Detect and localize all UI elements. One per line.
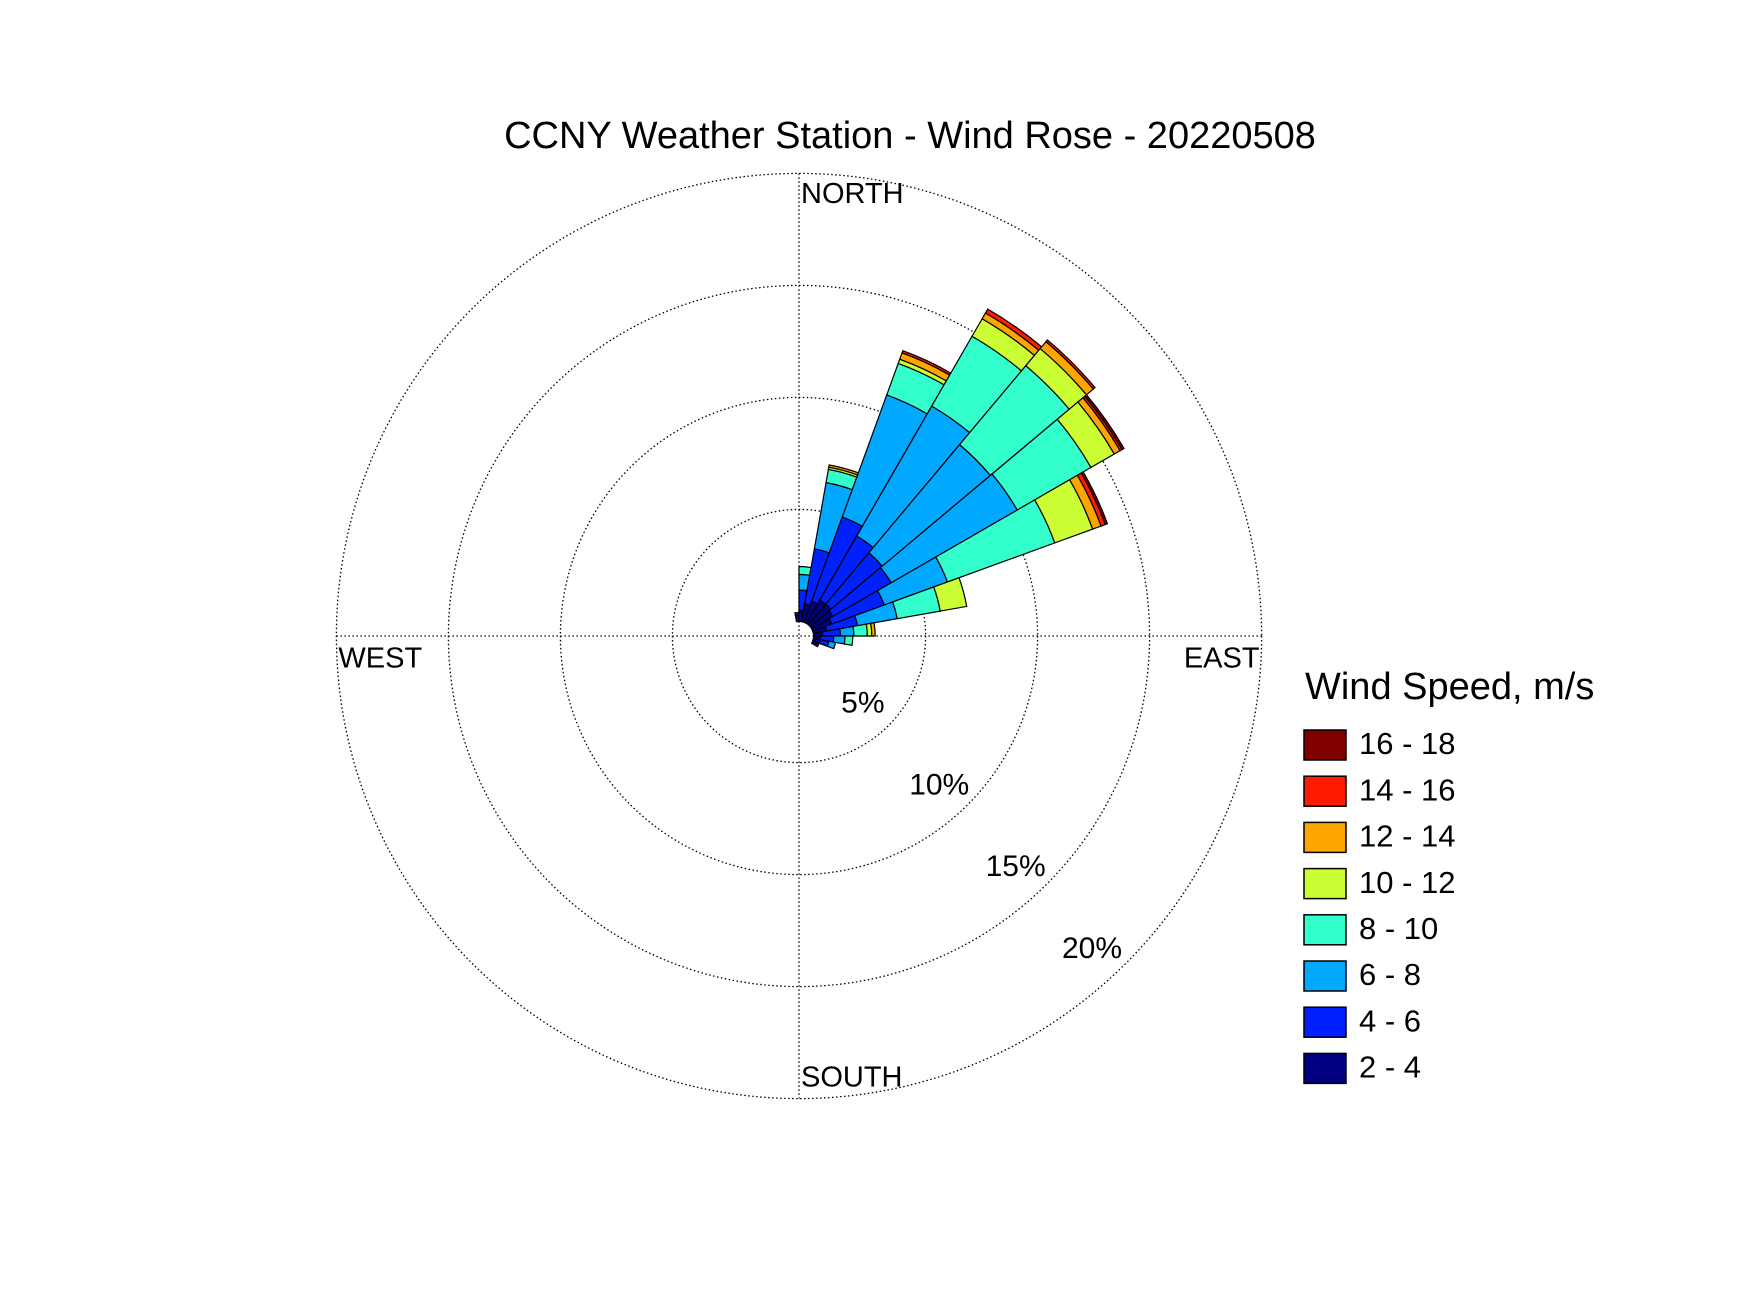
- direction-label: SOUTH: [801, 1061, 903, 1093]
- legend-swatch: [1303, 1006, 1347, 1038]
- r-tick-label: 10%: [909, 768, 969, 801]
- wind-segment: [794, 611, 800, 616]
- direction-label: EAST: [1184, 643, 1260, 675]
- legend-label: 10 - 12: [1359, 865, 1456, 900]
- legend-swatch: [1303, 775, 1347, 807]
- wind-segment: [932, 576, 968, 612]
- direction-label: NORTH: [801, 178, 904, 210]
- legend-swatch: [1303, 914, 1347, 946]
- grid-ring: [671, 508, 927, 764]
- grid-ring: [559, 396, 1039, 876]
- r-tick-label: 15%: [986, 850, 1046, 883]
- legend-swatch: [1303, 729, 1347, 761]
- direction-label: WEST: [338, 643, 422, 675]
- wind-segment: [839, 625, 855, 637]
- grid-ring: [335, 172, 1263, 1100]
- legend-label: 16 - 18: [1359, 726, 1456, 761]
- legend-swatch: [1303, 867, 1347, 900]
- r-tick-label: 5%: [841, 686, 884, 719]
- r-tick-label: 20%: [1062, 932, 1122, 965]
- wind-segment: [814, 641, 820, 648]
- wind-segment: [826, 640, 837, 650]
- wind-segment: [798, 565, 812, 576]
- wind-segment: [843, 635, 854, 647]
- legend-title: Wind Speed, m/s: [1305, 666, 1594, 708]
- legend-label: 2 - 4: [1359, 1050, 1421, 1085]
- wind-segment: [1083, 393, 1125, 451]
- grid-ring: [447, 284, 1151, 988]
- legend-swatch: [1303, 960, 1347, 992]
- legend-label: 6 - 8: [1359, 957, 1421, 992]
- legend-label: 12 - 14: [1359, 819, 1456, 854]
- legend-label: 8 - 10: [1359, 911, 1438, 946]
- legend-label: 14 - 16: [1359, 772, 1456, 807]
- legend-swatch: [1303, 1052, 1347, 1085]
- wind-segment: [852, 623, 868, 637]
- legend-swatch: [1303, 821, 1347, 854]
- legend-label: 4 - 6: [1359, 1003, 1421, 1038]
- wind-segment: [1080, 471, 1109, 526]
- chart-title: CCNY Weather Station - Wind Rose - 20220…: [504, 115, 1316, 157]
- wind-segment: [870, 622, 876, 637]
